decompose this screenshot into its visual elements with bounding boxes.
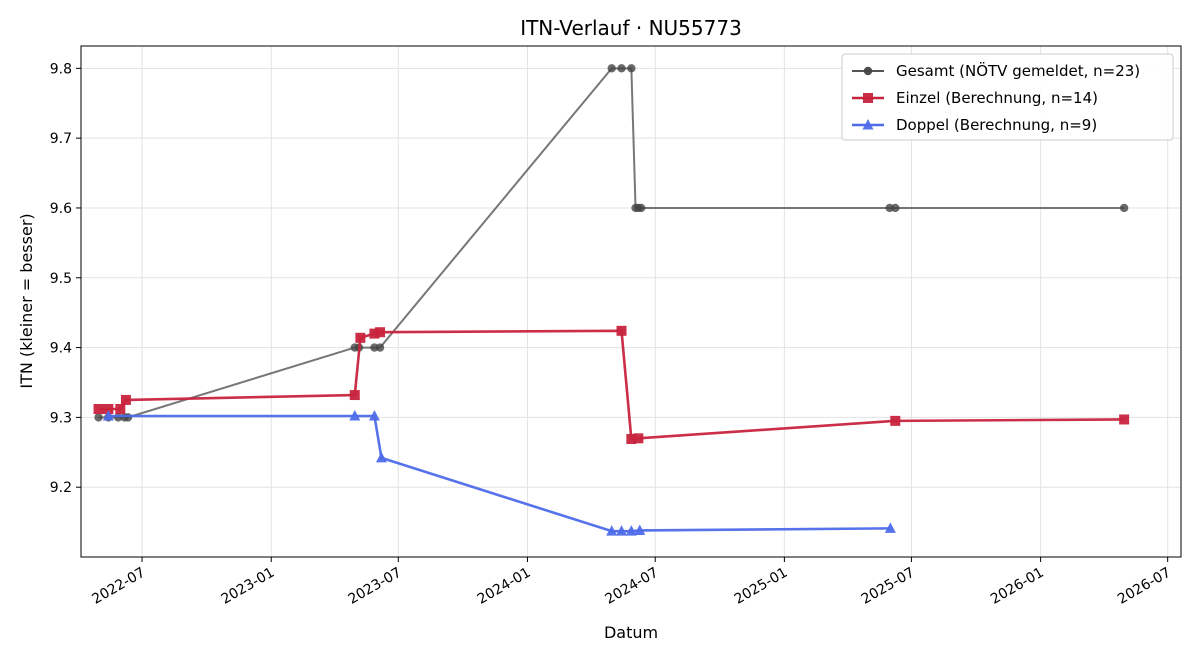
data-point-einzel xyxy=(375,327,386,338)
x-tick-label: 2026-07 xyxy=(1115,565,1174,608)
data-point-einzel xyxy=(616,325,627,336)
x-tick-label: 2025-01 xyxy=(732,565,791,608)
chart-title: ITN-Verlauf · NU55773 xyxy=(520,16,742,40)
data-point-gesamt xyxy=(375,343,385,352)
x-tick-label: 2023-01 xyxy=(219,565,278,608)
data-point-einzel xyxy=(1119,414,1130,425)
data-point-einzel xyxy=(120,394,131,405)
plot-series xyxy=(93,64,1130,536)
data-point-einzel xyxy=(626,434,637,445)
y-axis-ticks: 9.2 9.3 9.4 9.5 9.6 9.7 9.8 xyxy=(50,61,81,496)
series-einzel xyxy=(93,325,1130,445)
y-tick-label: 9.8 xyxy=(50,61,72,77)
data-point-doppel xyxy=(884,522,896,533)
data-point-einzel xyxy=(103,404,114,415)
data-point-gesamt xyxy=(607,64,616,73)
x-tick-label: 2024-07 xyxy=(603,565,662,608)
legend-marker xyxy=(862,119,874,130)
y-tick-label: 9.2 xyxy=(50,480,72,496)
data-point-einzel xyxy=(93,404,104,415)
x-axis-title: Datum xyxy=(604,623,658,642)
x-tick-label: 2025-07 xyxy=(859,565,918,608)
data-point-einzel xyxy=(349,390,360,401)
data-point-gesamt xyxy=(617,64,626,73)
series-line-einzel xyxy=(98,329,1125,441)
y-tick-label: 9.7 xyxy=(50,131,72,147)
y-axis-title: ITN (kleiner = besser) xyxy=(17,213,36,388)
legend-label: Einzel (Berechnung, n=14) xyxy=(896,89,1098,107)
data-point-einzel xyxy=(369,328,380,339)
y-tick-label: 9.6 xyxy=(50,201,72,217)
legend-label: Gesamt (NÖTV gemeldet, n=23) xyxy=(896,61,1140,80)
x-tick-label: 2026-01 xyxy=(988,565,1047,608)
data-point-gesamt xyxy=(627,64,636,73)
data-point-doppel xyxy=(349,409,361,421)
data-point-doppel xyxy=(634,524,646,535)
data-point-gesamt xyxy=(891,203,900,213)
legend-marker xyxy=(863,93,873,103)
data-point-doppel xyxy=(606,525,618,536)
y-tick-label: 9.3 xyxy=(50,410,72,426)
legend-entry-gesamt: Gesamt (NÖTV gemeldet, n=23) xyxy=(852,61,1140,80)
data-point-einzel xyxy=(115,404,126,415)
plot-frame xyxy=(80,45,1182,558)
y-tick-label: 9.4 xyxy=(50,341,72,357)
data-point-einzel xyxy=(355,332,366,343)
legend-box xyxy=(841,53,1174,141)
x-tick-label: 2022-07 xyxy=(89,565,148,608)
legend-entry-einzel: Einzel (Berechnung, n=14) xyxy=(852,89,1098,107)
data-point-gesamt xyxy=(123,413,133,422)
data-point-doppel xyxy=(368,409,380,421)
data-point-doppel xyxy=(625,525,637,536)
data-point-gesamt xyxy=(94,413,103,422)
x-tick-label: 2023-07 xyxy=(346,565,405,608)
y-tick-label: 9.5 xyxy=(50,271,72,287)
legend: Gesamt (NÖTV gemeldet, n=23) Einzel (Bere… xyxy=(841,53,1174,141)
data-point-doppel xyxy=(616,525,628,536)
data-point-gesamt xyxy=(1119,203,1129,213)
data-point-doppel xyxy=(102,409,114,421)
data-point-gesamt xyxy=(636,203,646,213)
data-point-einzel xyxy=(890,415,901,426)
legend-label: Doppel (Berechnung, n=9) xyxy=(896,116,1097,134)
data-point-einzel xyxy=(633,433,644,444)
x-tick-label: 2024-01 xyxy=(475,565,534,608)
data-point-doppel xyxy=(375,451,387,463)
legend-entry-doppel: Doppel (Berechnung, n=9) xyxy=(852,116,1097,134)
legend-marker xyxy=(863,66,873,76)
series-line-doppel xyxy=(108,414,891,533)
series-doppel xyxy=(102,409,896,536)
x-axis-ticks: 2022-07 2023-01 2023-07 2024-01 2024-07 2025-… xyxy=(89,557,1174,608)
